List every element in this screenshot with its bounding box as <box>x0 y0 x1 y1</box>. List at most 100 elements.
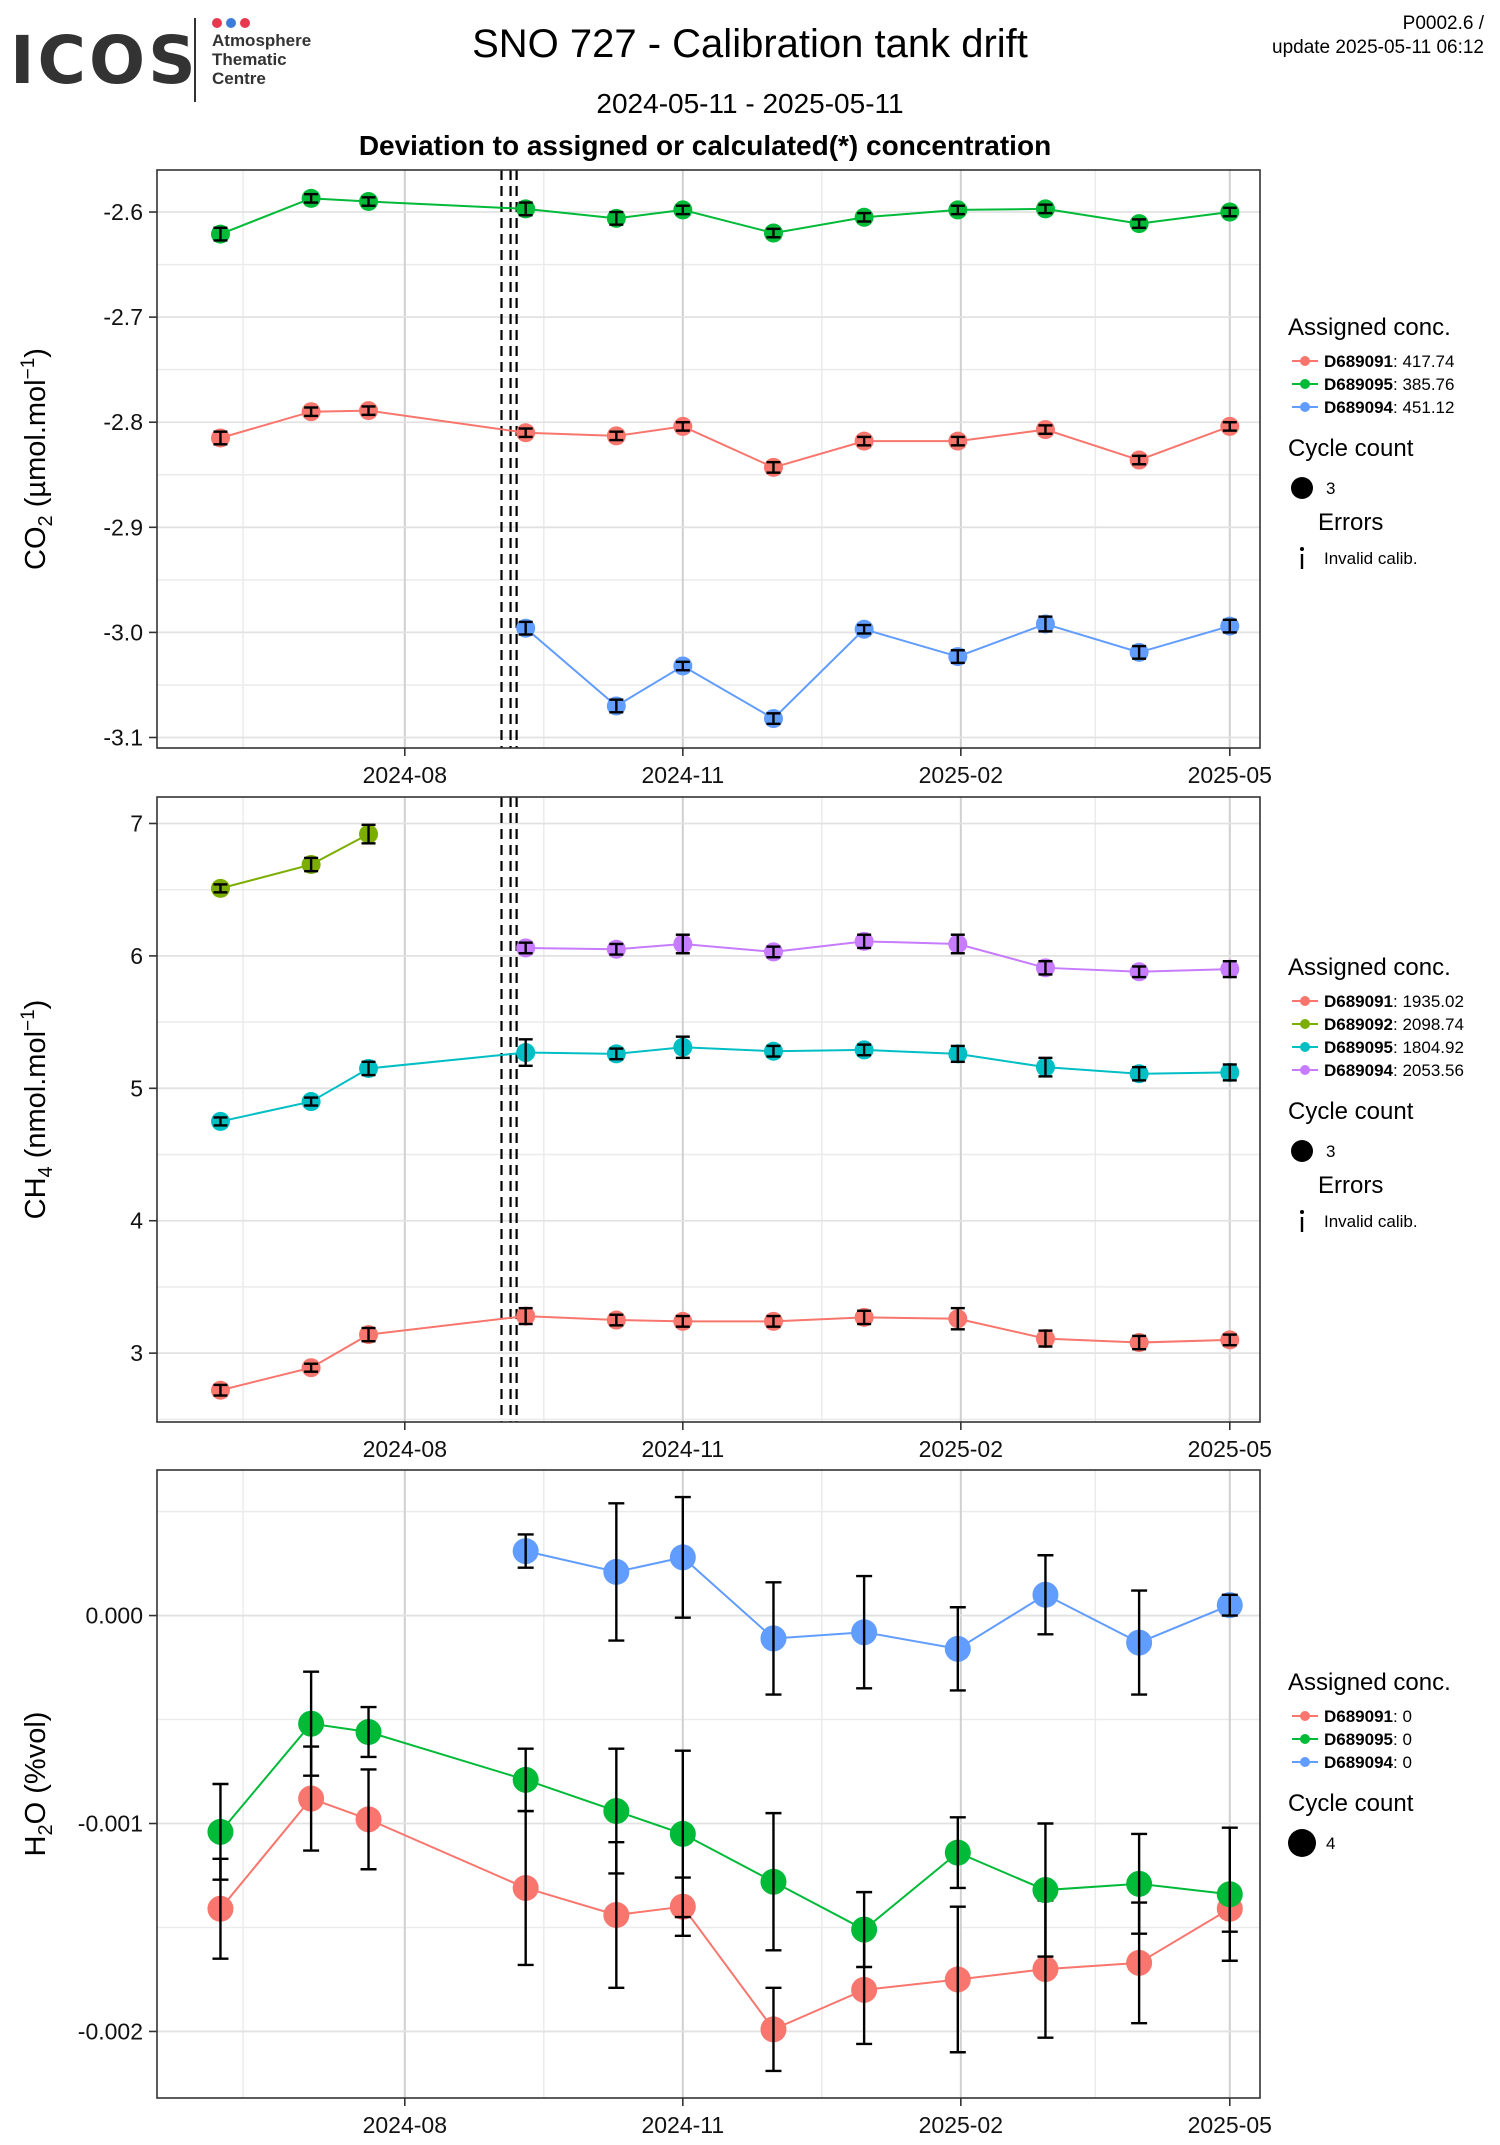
logo-subtitle: Atmosphere Thematic Centre <box>212 31 311 88</box>
logo-divider <box>194 18 196 102</box>
legend-entry-id: D689091 <box>1324 352 1393 371</box>
y-axis-label: CO2 (µmol.mol−1) <box>18 348 57 570</box>
y-axis-label-main: CO <box>20 526 52 570</box>
x-tick-label: 2024-08 <box>363 1436 447 1462</box>
chart-panel-1: -3.1 -3.0 -2.9 -2.8 -2.7 -2.6 2024-08 2024-11 20… <box>18 169 1454 788</box>
legend-entry-id: D689092 <box>1324 1015 1393 1034</box>
legend-entry-label: D689095: 0 <box>1324 1730 1412 1749</box>
legend-entry-D689091: D689091: 417.74 <box>1292 352 1454 371</box>
logo-line-3: Centre <box>212 69 266 88</box>
date-range: 2024-05-11 - 2025-05-11 <box>596 88 904 119</box>
series-D689091 <box>210 1306 1240 1400</box>
series-line <box>220 1046 1230 1123</box>
legend-title: Assigned conc. <box>1288 314 1451 341</box>
legend-entry-id: D689091 <box>1324 1707 1393 1726</box>
y-tick-label: -2.9 <box>103 514 143 540</box>
legend-errors-label: Invalid calib. <box>1324 1212 1418 1231</box>
y-tick-label: 0.000 <box>85 1603 143 1629</box>
legend-entry-value: : 2098.74 <box>1393 1015 1464 1034</box>
legend-entry-value: : 1804.92 <box>1393 1038 1464 1057</box>
cycle-count-dot-icon <box>1288 1829 1316 1857</box>
version-label: P0002.6 / <box>1402 13 1484 34</box>
y-axis-label: H2O (%vol) <box>20 1712 57 1857</box>
series-line <box>220 409 1231 469</box>
y-axis-label-rest: (µmol.mol <box>20 379 52 515</box>
icos-logo: ICOS <box>10 22 199 99</box>
legend-entry-id: D689095 <box>1324 375 1393 394</box>
legend-entry-id: D689095 <box>1324 1730 1393 1749</box>
legend-entry-value: : 417.74 <box>1393 352 1454 371</box>
legend-entry-id: D689094 <box>1324 1753 1394 1772</box>
legend-title: Assigned conc. <box>1288 1669 1451 1696</box>
y-axis-label-main: H <box>20 1835 52 1856</box>
y-tick-label: 4 <box>130 1208 143 1234</box>
y-tick-label: -3.0 <box>103 619 143 645</box>
legend-entry-id: D689095 <box>1324 1038 1393 1057</box>
series-line <box>220 197 1230 236</box>
x-tick-label: 2024-11 <box>641 762 724 788</box>
legend-key-dot <box>1300 379 1310 389</box>
logo-line-2: Thematic <box>212 50 287 69</box>
legend: Assigned conc. D689091: 417.74 D689095: 38… <box>1288 314 1454 569</box>
legend-entry-id: D689094 <box>1324 398 1394 417</box>
cycle-count-value: 3 <box>1326 1142 1335 1161</box>
y-axis-label-rest: (nmol.mol <box>20 1031 52 1166</box>
legend-entry-D689095: D689095: 385.76 <box>1292 375 1454 394</box>
legend-key-dot <box>1300 1757 1310 1767</box>
series-D689094 <box>512 1495 1243 1696</box>
series-D689091 <box>207 1745 1243 2073</box>
legend-key-dot <box>1300 1734 1310 1744</box>
y-tick-label: -0.001 <box>78 1811 143 1837</box>
legend-errors-title: Errors <box>1318 509 1383 536</box>
logo-dots-icon <box>212 15 254 33</box>
legend-entry-id: D689094 <box>1324 1061 1394 1080</box>
legend-title: Assigned conc. <box>1288 954 1451 981</box>
x-tick-label: 2025-02 <box>919 1436 1003 1462</box>
series-line <box>220 1315 1230 1392</box>
x-tick-label: 2024-08 <box>363 762 447 788</box>
legend-entry-value: : 1935.02 <box>1393 992 1464 1011</box>
legend-entry-label: D689094: 451.12 <box>1324 398 1454 417</box>
legend-entry-D689095: D689095: 0 <box>1292 1730 1412 1749</box>
series-D689095 <box>210 188 1240 244</box>
y-axis-label-sup: −1 <box>18 1009 39 1031</box>
series-D689094 <box>516 614 1240 729</box>
legend-entry-label: D689092: 2098.74 <box>1324 1015 1464 1034</box>
version-info: P0002.6 / update 2025-05-11 06:12 <box>1272 12 1484 60</box>
error-marker-icon <box>1300 1210 1304 1214</box>
y-tick-label: 5 <box>130 1075 143 1101</box>
legend-entry-D689095: D689095: 1804.92 <box>1292 1038 1464 1057</box>
legend: Assigned conc. D689091: 1935.02 D689092: 2… <box>1288 954 1464 1232</box>
cycle-count-value: 4 <box>1326 1834 1335 1853</box>
series-line <box>219 1797 1231 2031</box>
legend-entry-label: D689091: 1935.02 <box>1324 992 1464 1011</box>
legend-key-dot <box>1300 1711 1310 1721</box>
series-D689094 <box>516 931 1240 982</box>
legend-entry-D689091: D689091: 1935.02 <box>1292 992 1464 1011</box>
y-tick-label: -2.8 <box>103 409 143 435</box>
y-axis-label-sub: 4 <box>35 1166 57 1177</box>
y-axis-label: CH4 (nmol.mol−1) <box>18 1000 57 1220</box>
legend-entry-value: : 451.12 <box>1393 398 1454 417</box>
series-D689092 <box>210 823 379 898</box>
legend-entry-label: D689094: 0 <box>1324 1753 1412 1772</box>
x-tick-label: 2025-05 <box>1188 2112 1272 2138</box>
logo-line-1: Atmosphere <box>212 31 312 50</box>
y-axis-label-rest: O (%vol) <box>20 1712 52 1825</box>
x-tick-label: 2025-05 <box>1188 1436 1272 1462</box>
series-D689091 <box>210 401 1240 477</box>
chart-panel-3: -0.002 -0.001 0.000 2024-08 2024-11 2025-02 20… <box>20 1469 1451 2138</box>
legend-key-dot <box>1300 996 1310 1006</box>
y-tick-label: -2.6 <box>103 199 143 225</box>
legend-cycle-title: Cycle count <box>1288 1098 1414 1125</box>
y-axis-label-sub: 2 <box>35 1824 57 1835</box>
legend-entry-D689091: D689091: 0 <box>1292 1707 1412 1726</box>
cycle-count-dot-icon <box>1291 1140 1313 1162</box>
plot-frame <box>156 796 1261 1423</box>
series-line <box>525 1550 1231 1650</box>
legend-entry-D689094: D689094: 0 <box>1292 1753 1412 1772</box>
plot-frame <box>156 169 1261 749</box>
legend-key-dot <box>1300 1042 1310 1052</box>
